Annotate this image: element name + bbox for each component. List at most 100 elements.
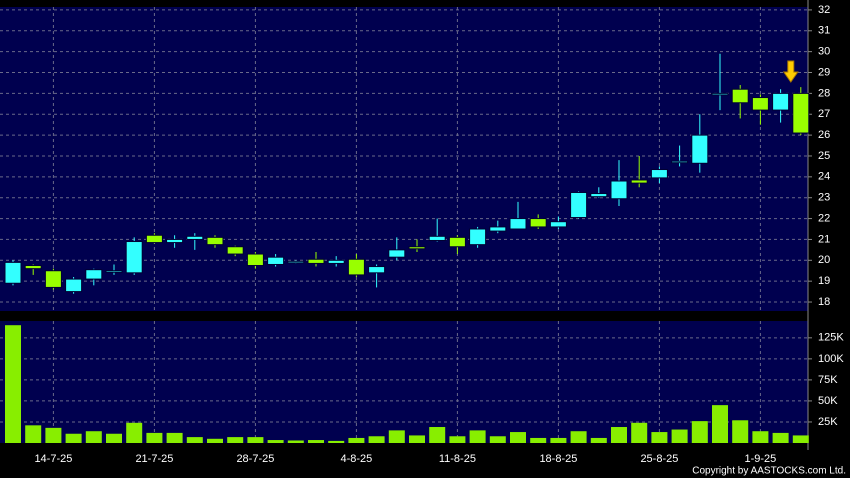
y-tick-label: 26 [818, 129, 830, 141]
candle-body [408, 246, 426, 250]
candle-body [792, 92, 810, 134]
volume-bar [146, 432, 163, 443]
candle-body [772, 92, 790, 111]
volume-bar [631, 422, 648, 443]
volume-bar [247, 437, 264, 443]
volume-bar [489, 436, 506, 443]
volume-bar [792, 435, 809, 443]
candle-body [125, 241, 143, 274]
candle-body [630, 179, 648, 184]
volume-panel [0, 321, 808, 443]
volume-bar [227, 437, 244, 443]
volume-bar [570, 431, 587, 443]
volume-bar [25, 425, 42, 443]
volume-bar [752, 431, 769, 443]
y-tick-label: 25 [818, 150, 830, 162]
candle-body [44, 270, 62, 288]
volume-bar [106, 433, 122, 443]
candle-body [166, 238, 184, 244]
candle-body [307, 258, 325, 264]
volume-bar [186, 437, 203, 443]
y-tick-label: 32 [818, 4, 830, 16]
volume-bar [328, 440, 345, 443]
candle-body [287, 260, 305, 264]
y-tick-label: 29 [818, 66, 830, 78]
y-tick-label: 24 [818, 171, 830, 183]
y-tick-label: 19 [818, 275, 830, 287]
candle-body [549, 221, 567, 228]
candle-body [65, 278, 83, 293]
volume-bar [651, 432, 668, 443]
candle-body [105, 270, 123, 273]
volume-bar [126, 422, 143, 443]
candle-body [751, 97, 769, 111]
x-tick-label: 4-8-25 [341, 453, 373, 465]
candle-body [24, 265, 42, 270]
candle-body [590, 193, 608, 198]
candle-body [671, 160, 689, 164]
volume-bar [166, 432, 183, 443]
candle-body [145, 234, 163, 244]
x-tick-label: 18-8-25 [539, 453, 577, 465]
volume-bar [550, 437, 567, 443]
y-tick-label: 50K [818, 395, 838, 407]
volume-bar [449, 436, 466, 443]
volume-bar [267, 440, 284, 443]
volume-bar [368, 436, 385, 443]
candle-body [691, 134, 709, 164]
candle-body [327, 259, 345, 264]
candle-body [509, 218, 527, 230]
volume-bar [772, 432, 789, 443]
y-tick-label: 22 [818, 212, 830, 224]
y-tick-label: 21 [818, 233, 830, 245]
candle-body [267, 256, 285, 265]
candle-body [206, 236, 224, 246]
candle-body [186, 235, 204, 240]
volume-bar [671, 429, 688, 443]
volume-bar [287, 440, 304, 443]
volume-bar [590, 437, 607, 443]
candle-body [4, 261, 22, 284]
marker-arrow [782, 60, 799, 83]
x-tick-label: 28-7-25 [236, 453, 274, 465]
candle-body [347, 258, 365, 276]
volume-bar [510, 432, 526, 443]
candle-body [226, 246, 244, 255]
volume-bar [65, 433, 82, 443]
volume-bar [712, 405, 728, 443]
y-tick-label: 75K [818, 374, 838, 386]
candle-body [469, 228, 487, 246]
y-tick-label: 20 [818, 254, 830, 266]
y-tick-label: 125K [818, 332, 844, 344]
y-tick-label: 23 [818, 192, 830, 204]
volume-bar [611, 427, 627, 443]
y-tick-label: 28 [818, 87, 830, 99]
volume-bar [429, 427, 446, 443]
volume-bar [388, 430, 405, 443]
x-tick-label: 14-7-25 [34, 453, 72, 465]
x-tick-label: 25-8-25 [640, 453, 678, 465]
copyright: Copyright by AASTOCKS.com Ltd. [692, 466, 846, 477]
candle-body [448, 236, 466, 248]
volume-bar [207, 438, 223, 443]
y-tick-label: 25K [818, 416, 838, 428]
price-panel [0, 7, 808, 311]
candle-body [711, 92, 729, 96]
volume-bar [409, 435, 425, 443]
y-tick-label: 30 [818, 46, 830, 58]
candle-body [650, 169, 668, 179]
volume-bar [45, 427, 62, 443]
x-tick-label: 1-9-25 [745, 453, 777, 465]
y-tick-label: 18 [818, 296, 830, 308]
candle-body [85, 269, 103, 280]
x-tick-label: 11-8-25 [439, 453, 476, 465]
candle-body [731, 88, 749, 104]
candle-body [529, 218, 547, 228]
volume-bar [85, 431, 102, 443]
y-tick-label: 31 [818, 25, 830, 37]
x-tick-label: 21-7-25 [135, 453, 173, 465]
candle-body [388, 249, 406, 258]
volume-bar [530, 437, 547, 443]
candle-body [489, 226, 507, 232]
